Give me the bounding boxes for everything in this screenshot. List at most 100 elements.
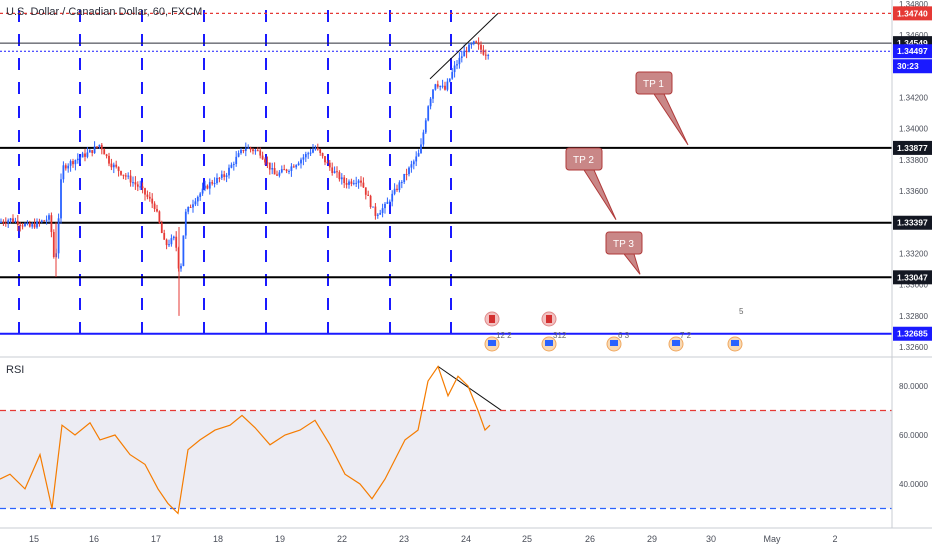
time-tick-label: 26 <box>585 534 595 544</box>
candle-body <box>367 194 370 196</box>
candle-body <box>398 182 401 190</box>
chart-title: U.S. Dollar / Canadian Dollar, 60, FXCM <box>6 6 203 18</box>
candle-body <box>456 64 458 66</box>
candle-body <box>38 221 41 223</box>
candle-body <box>201 188 204 194</box>
rsi-trendline <box>437 365 506 414</box>
candle-body <box>7 220 10 224</box>
rsi-band <box>0 410 892 509</box>
candle-body <box>324 156 326 163</box>
tp1-label: TP 1 <box>643 79 664 90</box>
candle-body <box>434 84 437 90</box>
candle-body <box>72 161 74 165</box>
candle-body <box>410 164 413 168</box>
candle-body <box>460 56 463 58</box>
candle-body <box>88 150 91 153</box>
candle-body <box>391 193 394 202</box>
candle-body <box>386 201 389 204</box>
price-pane[interactable]: TP 1 TP 2 TP 3 12 2 312 6 3 7 2 5 <box>0 10 892 414</box>
event-count: 5 <box>739 307 744 316</box>
candle-body <box>302 157 305 160</box>
candle-body <box>446 81 449 90</box>
countdown-label-bg <box>893 59 932 74</box>
candle-body <box>403 173 406 183</box>
candle-body <box>124 175 127 177</box>
candle-body <box>14 220 17 222</box>
candle-body <box>120 171 122 175</box>
tp3-label: TP 3 <box>613 239 634 250</box>
candle-body <box>309 152 312 154</box>
candle-body <box>355 182 358 184</box>
price-tick-label: 1.34600 <box>899 31 928 40</box>
candle-body <box>463 50 466 57</box>
candle-body <box>9 218 12 221</box>
candle-body <box>400 182 403 184</box>
candle-body <box>112 164 115 168</box>
price-tick-label: 1.32800 <box>899 312 928 321</box>
tp3-price-label-bg <box>893 270 932 285</box>
candle-body <box>316 147 319 150</box>
candle-body <box>26 222 29 224</box>
candle-body <box>213 183 216 185</box>
candle-body <box>357 180 360 183</box>
candle-body <box>288 170 290 172</box>
candle-body <box>50 215 53 233</box>
candle-body <box>448 78 451 82</box>
candle-body <box>273 168 276 175</box>
candle-body <box>146 194 149 197</box>
candle-body <box>175 236 178 248</box>
candle-body <box>259 150 262 156</box>
countdown-label: 30:23 <box>897 61 919 71</box>
candle-body <box>458 57 461 65</box>
candle-body <box>379 212 382 215</box>
price-tick-label: 1.33800 <box>899 156 928 165</box>
candle-body <box>117 166 120 172</box>
candle-body <box>468 44 470 53</box>
candle-body <box>187 206 190 212</box>
time-tick-label: May <box>763 534 781 544</box>
candle-body <box>170 238 173 245</box>
price-tick-label: 1.33200 <box>899 249 928 258</box>
price-tick-label: 1.32600 <box>899 343 928 352</box>
candle-body <box>100 144 103 150</box>
candle-body <box>19 225 22 227</box>
candle-body <box>376 214 379 216</box>
event-count: 6 3 <box>618 331 630 340</box>
candle-body <box>417 153 420 157</box>
candle-body <box>156 208 158 212</box>
candle-body <box>487 54 490 56</box>
economic-event: 5 <box>727 307 744 352</box>
time-axis[interactable]: 15 16 17 18 19 22 23 24 25 26 29 30 May 2 <box>29 534 838 544</box>
candle-body <box>57 218 60 254</box>
candle-body <box>172 236 175 239</box>
candle-body <box>24 223 26 227</box>
candle-body <box>297 163 300 166</box>
candle-body <box>36 221 38 228</box>
candle-body <box>268 162 271 170</box>
candle-body <box>165 239 168 246</box>
candle-body <box>141 186 144 189</box>
candle-body <box>348 181 350 185</box>
tp3-price-label: 1.33047 <box>897 272 928 282</box>
economic-event: 312 <box>541 311 567 352</box>
candle-body <box>436 84 439 87</box>
tp2-label: TP 2 <box>573 155 594 166</box>
rsi-pane[interactable] <box>0 365 892 515</box>
candle-body <box>180 265 182 269</box>
current-price-label: 1.34497 <box>897 46 928 56</box>
candle-body <box>420 144 422 154</box>
candle-body <box>307 153 310 155</box>
candle-body <box>345 182 348 185</box>
candle-body <box>127 175 130 177</box>
candle-body <box>223 174 226 177</box>
candle-body <box>388 201 391 203</box>
candle-body <box>132 182 134 184</box>
time-tick-label: 24 <box>461 534 471 544</box>
candle-body <box>211 182 214 184</box>
candle-body <box>192 204 194 208</box>
candle-body <box>206 185 209 189</box>
candle-body <box>372 206 374 208</box>
candle-body <box>441 85 444 87</box>
